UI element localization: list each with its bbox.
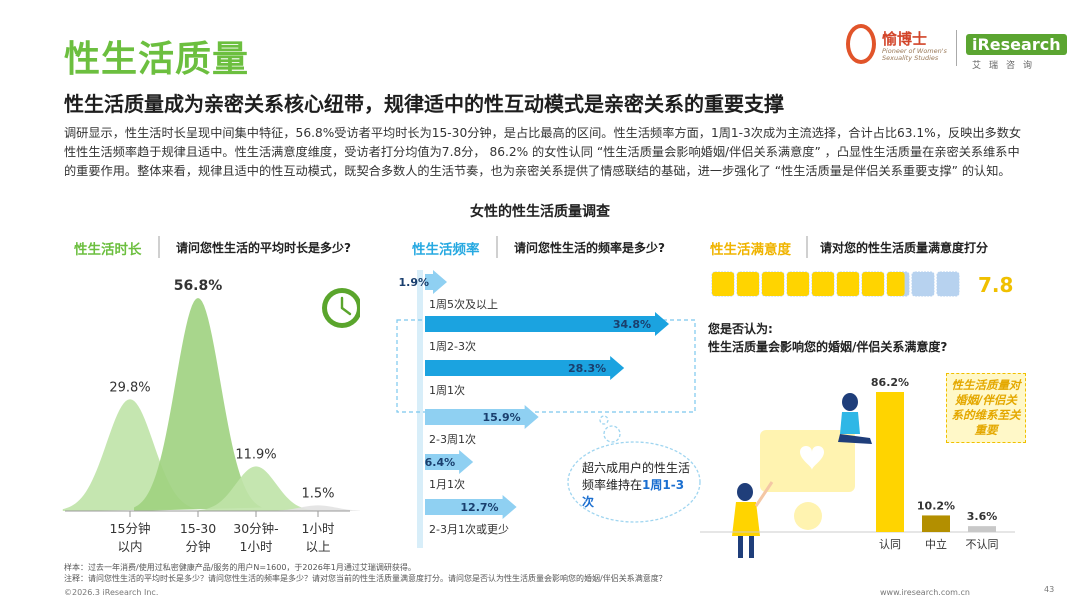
score-segment-fill <box>837 272 859 296</box>
footnote: 样本：过去一年消费/使用过私密健康产品/服务的用户N=1600，于2026年1月… <box>64 562 667 584</box>
duration-curve <box>266 505 360 511</box>
iresearch-logo-sub: 艾瑞咨询 <box>972 61 1041 71</box>
duration-curve <box>198 466 314 511</box>
clock-icon <box>322 288 360 328</box>
yuboshi-logo-name: 愉博士 <box>882 30 928 48</box>
score-segment-fill <box>737 272 759 296</box>
score-segment-fill <box>787 272 809 296</box>
frequency-value-label: 34.8% <box>613 318 651 331</box>
frequency-value-label: 6.4% <box>425 456 456 469</box>
opinion-bar <box>876 392 904 532</box>
frequency-value-label: 1.9% <box>398 276 429 289</box>
frequency-category-label: 2-3月1次或更少 <box>429 522 509 536</box>
score-segment <box>911 271 935 297</box>
satisfaction-score-label: 7.8 <box>978 273 1013 297</box>
page-subtitle: 性生活质量成为亲密关系核心纽带，规律适中的性互动模式是亲密关系的重要支撑 <box>64 92 784 116</box>
opinion-bar <box>922 515 950 532</box>
duration-category-label: 以内 <box>117 539 142 554</box>
duration-value-label: 29.8% <box>109 380 150 395</box>
page-number: 43 <box>1044 585 1055 594</box>
score-segment-fill <box>887 272 905 296</box>
duration-curve <box>134 298 262 511</box>
duration-value-label: 11.9% <box>235 447 276 462</box>
logo-divider <box>956 30 957 66</box>
opinion-chart: 86.2% 认同 10.2% 中立 3.6% 不认同 <box>700 376 1015 558</box>
score-segment-fill <box>762 272 784 296</box>
frequency-bar <box>425 450 474 474</box>
frequency-question: 请问您性生活的频率是多少? <box>514 241 665 255</box>
logo-group: 愉博士 Pioneer of Women's Sexuality Studies… <box>846 22 1067 74</box>
satisfaction-score-chart: 7.8 <box>711 271 1013 297</box>
frequency-value-label: 12.7% <box>460 501 498 514</box>
opinion-category-label: 认同 <box>879 538 901 551</box>
opinion-question-line2: 性生活质量会影响您的婚姻/伴侣关系满意度? <box>708 340 948 354</box>
survey-title: 女性的性生活质量调查 <box>470 204 610 220</box>
intro-paragraph: 调研显示，性生活时长呈现中间集中特征，56.8%受访者平均时长为15-30分钟，… <box>64 126 1022 178</box>
opinion-value-label: 3.6% <box>967 510 998 523</box>
opinion-category-label: 不认同 <box>966 538 999 551</box>
yuboshi-logo-icon <box>846 24 876 64</box>
woman-standing-illustration <box>732 481 774 558</box>
frequency-bar <box>425 312 669 336</box>
score-segment-fill <box>812 272 834 296</box>
frequency-bar <box>425 405 539 429</box>
page-title: 性生活质量 <box>64 39 250 80</box>
callout-highlight: 1周1-3次 <box>582 478 685 509</box>
duration-category-label: 1小时 <box>302 521 335 536</box>
duration-category-label: 1小时 <box>240 539 273 554</box>
iresearch-logo: iResearch <box>966 34 1067 55</box>
satisfaction-divider <box>806 236 808 258</box>
frequency-bar <box>425 495 517 519</box>
frequency-category-label: 2-3周1次 <box>429 432 476 446</box>
heart-icon <box>800 446 824 470</box>
duration-divider <box>158 236 160 258</box>
side-note: 性生活质量对婚姻/伴侣关系的维系至关重要 <box>946 373 1026 443</box>
woman-sitting-illustration <box>838 393 872 444</box>
yuboshi-logo-sub: Pioneer of Women's Sexuality Studies <box>882 47 947 62</box>
opinion-value-label: 10.2% <box>917 499 955 512</box>
frequency-value-label: 15.9% <box>482 411 520 424</box>
frequency-divider <box>496 236 498 258</box>
duration-category-label: 15-30 <box>180 521 216 536</box>
frequency-bar <box>425 270 447 294</box>
frequency-category-label: 1周5次及以上 <box>429 297 498 311</box>
duration-category-label: 分钟 <box>185 539 210 554</box>
score-segment-fill <box>862 272 884 296</box>
illustration <box>732 393 872 558</box>
duration-question: 请问您性生活的平均时长是多少? <box>176 241 351 255</box>
frequency-value-label: 28.3% <box>568 362 606 375</box>
duration-category-label: 以上 <box>305 539 330 554</box>
footnote-sample: 样本：过去一年消费/使用过私密健康产品/服务的用户N=1600，于2026年1月… <box>64 563 416 572</box>
duration-category-label: 15分钟 <box>110 521 151 536</box>
callout-bubble <box>567 415 701 523</box>
opinion-value-label: 86.2% <box>871 376 909 389</box>
satisfaction-question: 请对您的性生活质量满意度打分 <box>820 241 989 255</box>
duration-category-label: 30分钟- <box>233 521 278 536</box>
callout-text: 超六成用户的性生活频率维持在1周1-3次 <box>582 460 694 511</box>
satisfaction-tag: 性生活满意度 <box>710 242 791 258</box>
frequency-tag: 性生活频率 <box>412 242 480 258</box>
opinion-question-line1: 您是否认为: <box>708 322 773 336</box>
score-segment-fill <box>712 272 734 296</box>
frequency-bar <box>425 356 625 380</box>
frequency-axis-band <box>417 270 423 548</box>
duration-value-label: 56.8% <box>174 278 223 294</box>
duration-tag: 性生活时长 <box>74 242 142 258</box>
frequency-category-label: 1月1次 <box>429 477 465 491</box>
website: www.iresearch.com.cn <box>880 588 970 597</box>
copyright: ©2026.3 iResearch Inc. <box>64 588 159 597</box>
frequency-category-label: 1周1次 <box>429 383 465 397</box>
frequency-category-label: 1周2-3次 <box>429 339 476 353</box>
callout-text-main: 超六成用户的性生活频率维持在 <box>582 461 691 492</box>
duration-value-label: 1.5% <box>301 486 334 501</box>
footnote-questions: 注释：请问您性生活的平均时长是多少？请问您性生活的频率是多少？请对您当前的性生活… <box>64 574 667 583</box>
score-segment <box>936 271 960 297</box>
opinion-question: 您是否认为: 性生活质量会影响您的婚姻/伴侣关系满意度? <box>708 320 947 356</box>
opinion-bar <box>968 526 996 532</box>
frequency-chart: 1.9%1周5次及以上 34.8% 1周2-3次 28.3% 1周1次 15.9% 2-3周… <box>396 270 696 548</box>
opinion-category-label: 中立 <box>925 537 947 551</box>
